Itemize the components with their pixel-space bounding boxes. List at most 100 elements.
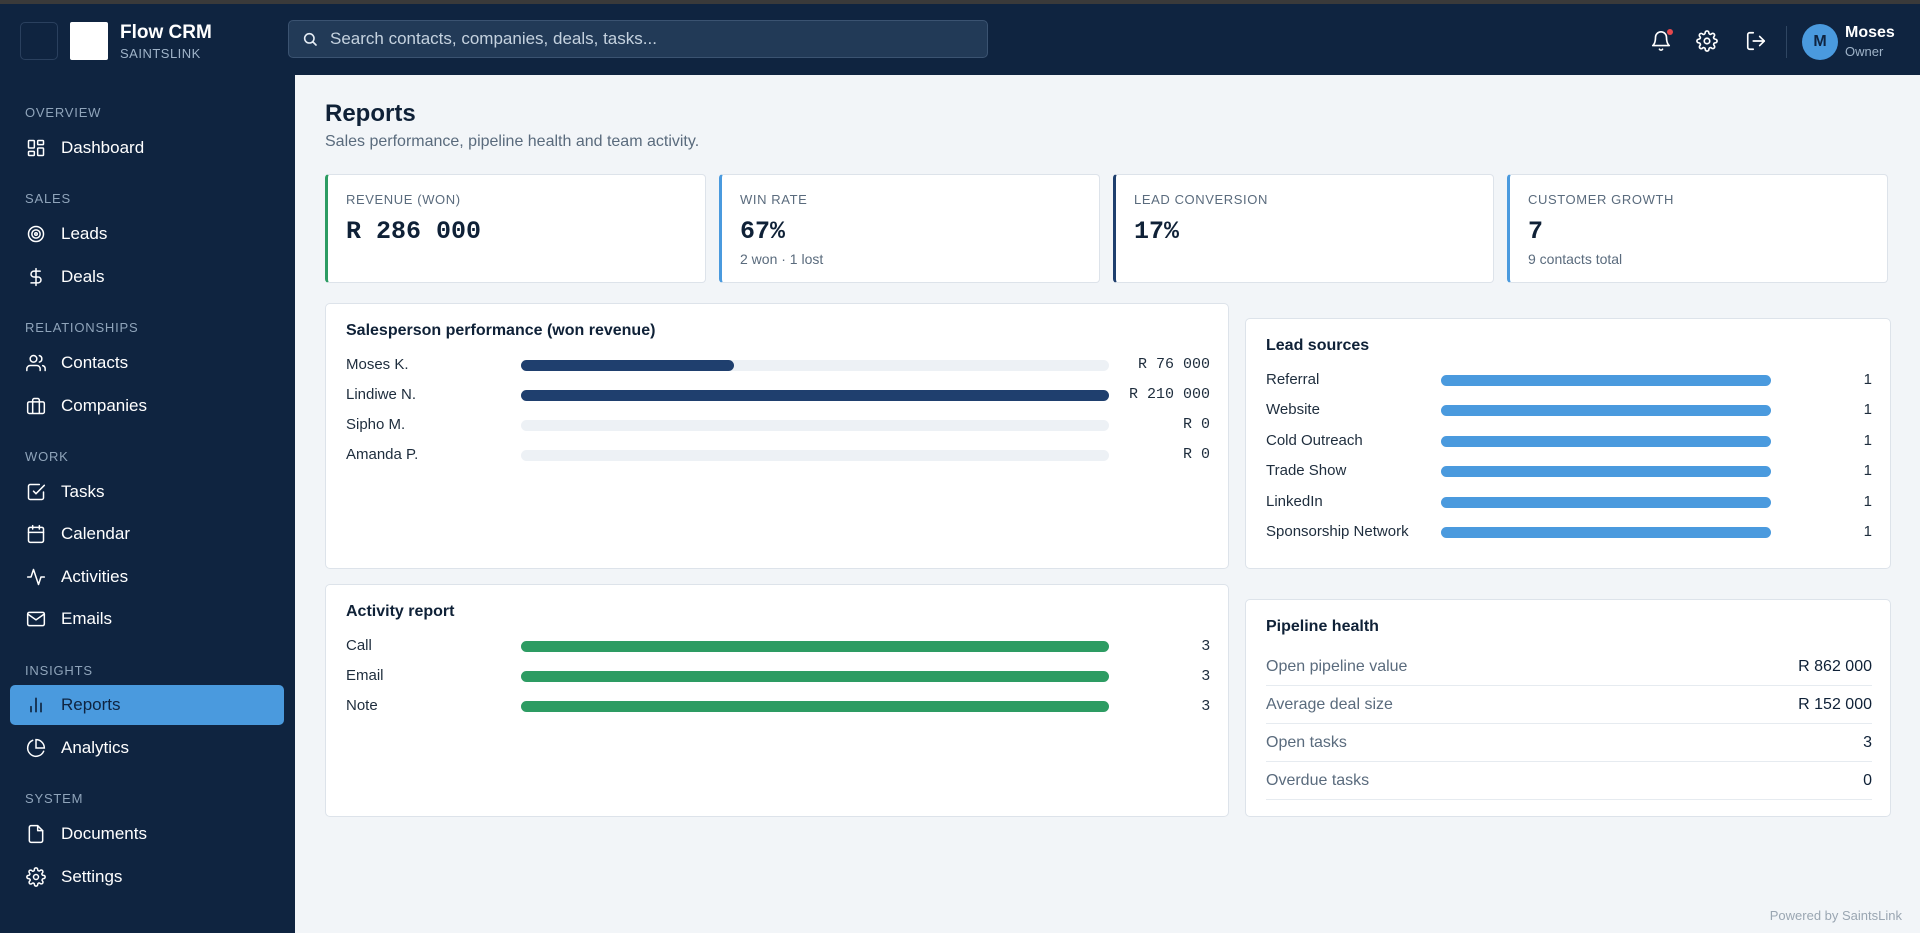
kpi-value: 7 bbox=[1528, 217, 1544, 246]
kpi-card-lead-conversion: LEAD CONVERSION 17% bbox=[1113, 174, 1494, 283]
sidebar-item-analytics[interactable]: Analytics bbox=[10, 728, 284, 768]
sidebar-item-label: Contacts bbox=[61, 353, 129, 372]
checkbox-icon bbox=[25, 481, 47, 503]
kpi-value: 17% bbox=[1134, 217, 1180, 246]
user-avatar[interactable]: M bbox=[1802, 24, 1838, 60]
bar-row: Sipho M. R 0 bbox=[346, 414, 1210, 434]
sidebar-item-documents[interactable]: Documents bbox=[10, 814, 284, 854]
sidebar: OVERVIEW Dashboard SALES Leads Deals REL… bbox=[0, 75, 295, 933]
bar-fill bbox=[521, 360, 734, 371]
users-icon bbox=[25, 352, 47, 374]
sidebar-item-label: Activities bbox=[61, 567, 129, 586]
pipeline-health-row: Open tasks 3 bbox=[1266, 724, 1872, 762]
bar-value: 3 bbox=[1201, 697, 1210, 714]
bar-fill bbox=[1441, 496, 1771, 508]
bar-label: LinkedIn bbox=[1266, 492, 1323, 510]
bar-row: Note 3 bbox=[346, 695, 1210, 715]
bar-value: R 210 000 bbox=[1128, 386, 1210, 403]
sidebar-item-leads[interactable]: Leads bbox=[10, 214, 284, 254]
brand-name: Flow CRM bbox=[120, 22, 212, 43]
pipeline-health-card: Pipeline health Open pipeline value R 862… bbox=[1245, 599, 1891, 817]
bar-fill bbox=[521, 701, 1109, 712]
notifications-button[interactable] bbox=[1648, 28, 1674, 54]
kpi-label: REVENUE (WON) bbox=[346, 192, 461, 207]
sidebar-item-reports[interactable]: Reports bbox=[10, 685, 284, 725]
settings-button[interactable] bbox=[1694, 28, 1720, 54]
sidebar-section-relationships: RELATIONSHIPS bbox=[25, 320, 139, 335]
bar-track bbox=[1441, 527, 1771, 538]
bar-row: LinkedIn 1 bbox=[1266, 491, 1872, 511]
card-title: Activity report bbox=[346, 603, 455, 620]
metric-label: Average deal size bbox=[1266, 696, 1393, 713]
sidebar-item-label: Deals bbox=[61, 267, 105, 286]
pipeline-health-row: Overdue tasks 0 bbox=[1266, 762, 1872, 800]
sidebar-item-label: Dashboard bbox=[61, 138, 145, 157]
metric-label: Open tasks bbox=[1266, 734, 1347, 751]
bar-value: R 76 000 bbox=[1137, 356, 1210, 373]
sidebar-item-calendar[interactable]: Calendar bbox=[10, 514, 284, 554]
activity-report-card: Activity report Call 3 Email 3 Note 3 bbox=[325, 584, 1229, 817]
page-subtitle: Sales performance, pipeline health and t… bbox=[325, 133, 700, 150]
bar-row: Lindiwe N. R 210 000 bbox=[346, 384, 1210, 404]
page-title: Reports bbox=[325, 100, 416, 127]
metric-label: Open pipeline value bbox=[1266, 658, 1408, 675]
user-name[interactable]: Moses bbox=[1845, 24, 1895, 41]
gear-icon bbox=[25, 866, 47, 888]
logout-button[interactable] bbox=[1743, 28, 1769, 54]
sidebar-item-label: Settings bbox=[61, 867, 123, 886]
sidebar-item-label: Calendar bbox=[61, 524, 130, 543]
bar-value: 3 bbox=[1201, 667, 1210, 684]
salesperson-performance-card: Salesperson performance (won revenue) Mo… bbox=[325, 303, 1229, 569]
sidebar-item-deals[interactable]: Deals bbox=[10, 257, 284, 297]
target-icon bbox=[25, 223, 47, 245]
bar-fill bbox=[1441, 527, 1771, 538]
sidebar-item-settings[interactable]: Settings bbox=[10, 857, 284, 897]
sidebar-item-contacts[interactable]: Contacts bbox=[10, 343, 284, 383]
sidebar-item-companies[interactable]: Companies bbox=[10, 386, 284, 426]
mail-icon bbox=[25, 608, 47, 630]
card-title: Pipeline health bbox=[1266, 618, 1379, 635]
bar-fill bbox=[1441, 466, 1771, 478]
bar-row: Moses K. R 76 000 bbox=[346, 354, 1210, 374]
bar-track bbox=[521, 390, 1109, 401]
sidebar-section-sales: SALES bbox=[25, 191, 71, 206]
bar-row: Referral 1 bbox=[1266, 369, 1872, 389]
bell-icon bbox=[1651, 31, 1671, 51]
bar-fill bbox=[521, 390, 1109, 401]
metric-label: Overdue tasks bbox=[1266, 772, 1370, 789]
kpi-label: WIN RATE bbox=[740, 192, 808, 207]
brand-logo bbox=[70, 22, 108, 60]
logout-icon bbox=[1746, 31, 1766, 51]
kpi-card-win-rate: WIN RATE 67% 2 won · 1 lost bbox=[719, 174, 1100, 283]
menu-toggle-button[interactable] bbox=[20, 22, 58, 60]
sidebar-item-dashboard[interactable]: Dashboard bbox=[10, 128, 284, 168]
sidebar-item-tasks[interactable]: Tasks bbox=[10, 472, 284, 512]
sidebar-item-label: Reports bbox=[61, 695, 121, 714]
bar-value: R 0 bbox=[1182, 446, 1210, 463]
sidebar-section-overview: OVERVIEW bbox=[25, 105, 102, 120]
bar-chart-icon bbox=[25, 694, 47, 716]
sidebar-item-activities[interactable]: Activities bbox=[10, 557, 284, 597]
bar-value: 1 bbox=[1863, 462, 1872, 480]
bar-value: 1 bbox=[1863, 371, 1872, 388]
bar-label: Cold Outreach bbox=[1266, 431, 1363, 449]
sidebar-section-work: WORK bbox=[25, 449, 69, 464]
kpi-label: LEAD CONVERSION bbox=[1134, 192, 1268, 207]
bar-row: Trade Show 1 bbox=[1266, 460, 1872, 480]
bar-value: 1 bbox=[1863, 431, 1872, 449]
bar-row: Website 1 bbox=[1266, 399, 1872, 419]
card-title: Lead sources bbox=[1266, 337, 1370, 354]
bar-track bbox=[521, 641, 1109, 652]
bar-label: Moses K. bbox=[346, 356, 409, 373]
global-search[interactable] bbox=[288, 20, 988, 58]
pie-chart-icon bbox=[25, 737, 47, 759]
bar-label: Lindiwe N. bbox=[346, 386, 417, 403]
search-input[interactable] bbox=[330, 29, 950, 49]
user-role: Owner bbox=[1845, 44, 1884, 59]
bar-fill bbox=[1441, 435, 1771, 447]
kpi-label: CUSTOMER GROWTH bbox=[1528, 192, 1674, 207]
search-icon bbox=[303, 32, 317, 46]
bar-track bbox=[1441, 466, 1771, 478]
sidebar-item-emails[interactable]: Emails bbox=[10, 599, 284, 639]
bar-row: Call 3 bbox=[346, 635, 1210, 655]
